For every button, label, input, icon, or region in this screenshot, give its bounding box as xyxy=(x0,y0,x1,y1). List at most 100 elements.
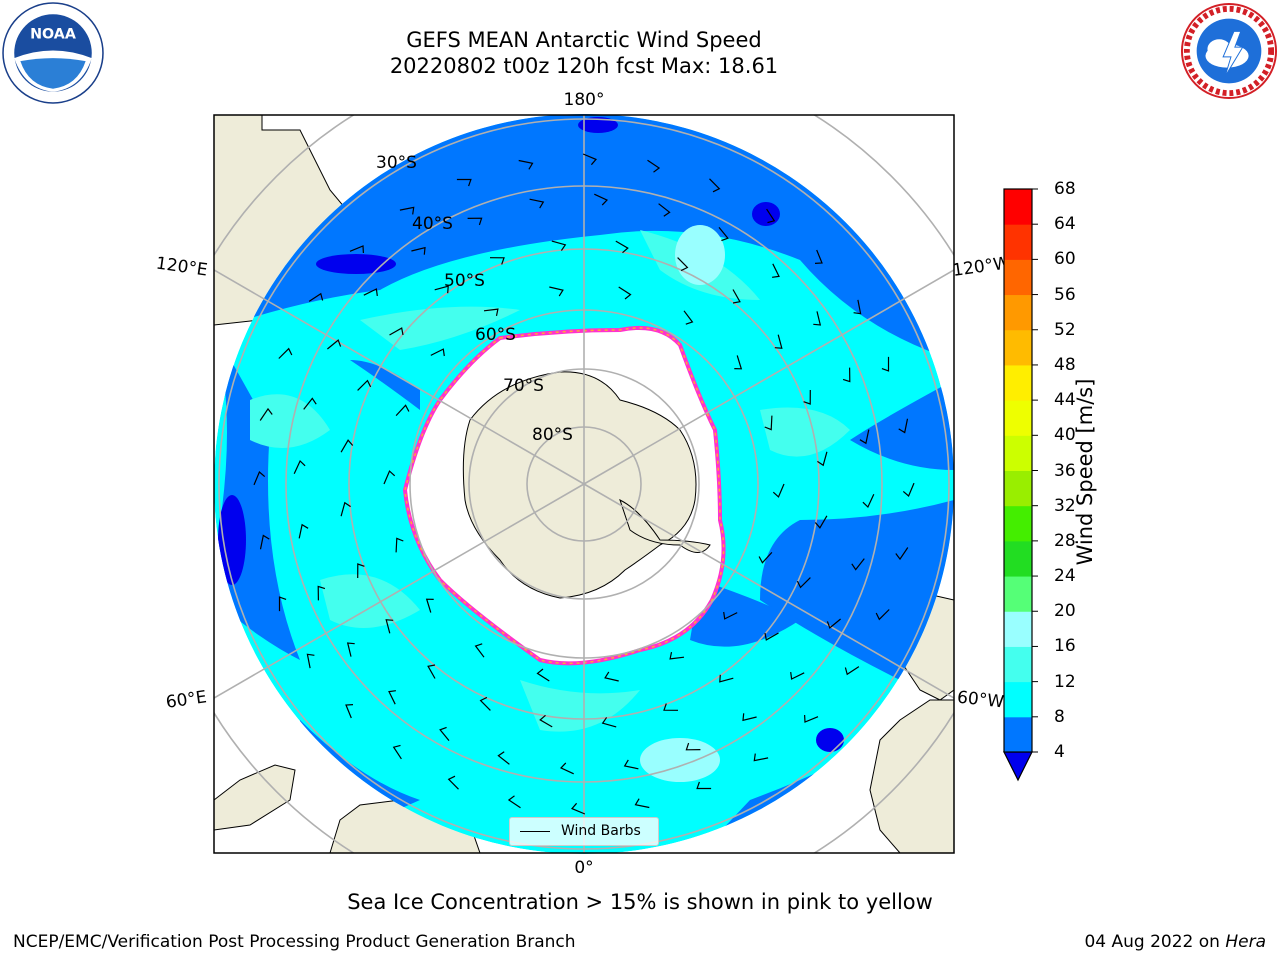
colorbar-segment xyxy=(1004,364,1032,401)
colorbar-tick-label: 40 xyxy=(1054,425,1076,446)
wind-barb xyxy=(790,672,805,680)
colorbar-segment xyxy=(1004,435,1032,471)
wind-barb xyxy=(489,257,505,265)
colorbar-tick-label: 28 xyxy=(1054,530,1076,551)
wind-barb xyxy=(447,775,459,790)
colorbar-segment xyxy=(1004,329,1032,366)
lon-label-180: 180° xyxy=(564,90,605,110)
lon-label-60w: 60°W xyxy=(956,688,1005,713)
footer-host: Hera xyxy=(1225,932,1266,952)
colorbar-tick-label: 60 xyxy=(1054,249,1076,270)
wind-barb xyxy=(669,651,685,660)
wind-barb xyxy=(862,494,875,509)
colorbar-segment xyxy=(1004,611,1032,647)
wind-barb xyxy=(425,598,434,613)
wind-barb xyxy=(859,429,870,445)
wind-barb xyxy=(306,653,315,669)
colorbar-tick-label: 36 xyxy=(1054,460,1076,481)
noaa-logo: NOAA xyxy=(2,2,104,104)
wind-barb xyxy=(357,379,372,391)
wind-barb xyxy=(278,347,293,359)
wind-barb xyxy=(803,389,811,405)
wind-barb xyxy=(582,153,597,166)
wind-barb xyxy=(898,418,909,434)
wind-barb xyxy=(623,759,639,770)
wind-barb xyxy=(427,664,436,679)
graticule xyxy=(214,115,954,853)
wind-barb xyxy=(663,703,679,711)
wind-barb xyxy=(308,292,324,302)
footer-date-text: 04 Aug 2022 on xyxy=(1084,932,1226,952)
wind-barb xyxy=(363,288,378,296)
wind-barb xyxy=(902,482,915,497)
legend-wind-barb-swatch xyxy=(520,831,550,832)
wind-barb xyxy=(259,534,270,550)
wind-barb xyxy=(647,159,661,173)
colorbar-segment xyxy=(1004,681,1032,718)
lat-label-70s: 70°S xyxy=(503,376,544,396)
wind-barb xyxy=(479,696,491,711)
wind-barb xyxy=(298,523,309,539)
wind-barb xyxy=(895,547,909,561)
colorbar xyxy=(1003,188,1038,782)
wind-barb xyxy=(357,563,365,579)
wind-barb xyxy=(851,558,865,571)
colorbar-segment xyxy=(1004,540,1032,577)
wind-barb xyxy=(497,751,510,765)
wind-barb xyxy=(411,246,426,255)
wind-barb xyxy=(539,714,553,728)
wind-barb xyxy=(683,310,694,325)
sea-ice-note: Sea Ice Concentration > 15% is shown in … xyxy=(347,890,933,914)
colorbar-segment xyxy=(1004,716,1032,753)
wind-barb xyxy=(430,348,445,357)
wind-barb xyxy=(696,781,712,790)
map-frame xyxy=(213,114,955,854)
wind-barb xyxy=(467,217,483,226)
wind-barb xyxy=(766,208,776,224)
wind-barb xyxy=(399,206,415,215)
wind-barb xyxy=(594,193,609,206)
wind-barb xyxy=(549,286,564,297)
lon-label-120e: 120°E xyxy=(155,254,209,281)
colorbar-extend-min xyxy=(1003,751,1033,782)
wind-barb xyxy=(395,537,404,553)
wind-barb xyxy=(388,690,396,705)
lat-label-50s: 50°S xyxy=(444,271,485,291)
lon-label-60e: 60°E xyxy=(165,687,208,712)
colorbar-segment xyxy=(1004,224,1032,260)
wind-barb xyxy=(658,203,671,217)
wind-barb xyxy=(278,596,287,612)
colorbar-tick-label: 12 xyxy=(1054,671,1076,692)
legend: Wind Barbs xyxy=(509,817,659,846)
wind-barb xyxy=(439,726,450,741)
colorbar-segment xyxy=(1004,576,1032,612)
wind-barb xyxy=(392,744,402,760)
wind-barb xyxy=(817,451,828,467)
wind-barb xyxy=(753,753,769,762)
chart-subtitle: 20220802 t00z 120h fcst Max: 18.61 xyxy=(389,54,779,78)
legend-label: Wind Barbs xyxy=(561,823,641,839)
wind-barb xyxy=(615,240,629,254)
wind-barb xyxy=(551,240,567,251)
lat-label-60s: 60°S xyxy=(475,325,516,345)
chart-title: GEFS MEAN Antarctic Wind Speed xyxy=(406,28,762,52)
colorbar-tick-label: 68 xyxy=(1054,179,1076,199)
wind-barb xyxy=(814,249,823,264)
wind-barb xyxy=(881,356,890,372)
lon-label-0: 0° xyxy=(574,858,593,878)
wind-barb xyxy=(434,285,449,294)
wind-barb xyxy=(634,798,650,809)
colorbar-tick-label: 44 xyxy=(1054,390,1076,411)
wind-barb xyxy=(618,286,632,300)
wind-barb xyxy=(772,483,785,498)
lat-label-40s: 40°S xyxy=(412,214,453,234)
wind-barb xyxy=(742,713,757,722)
wind-barb xyxy=(772,263,780,278)
colorbar-tick-label: 8 xyxy=(1054,706,1065,727)
lon-label-120w: 120°W xyxy=(951,253,1011,281)
wind-barb xyxy=(340,501,351,517)
wind-barb xyxy=(764,415,773,431)
colorbar-segment xyxy=(1004,259,1032,296)
wind-barb xyxy=(734,355,743,370)
